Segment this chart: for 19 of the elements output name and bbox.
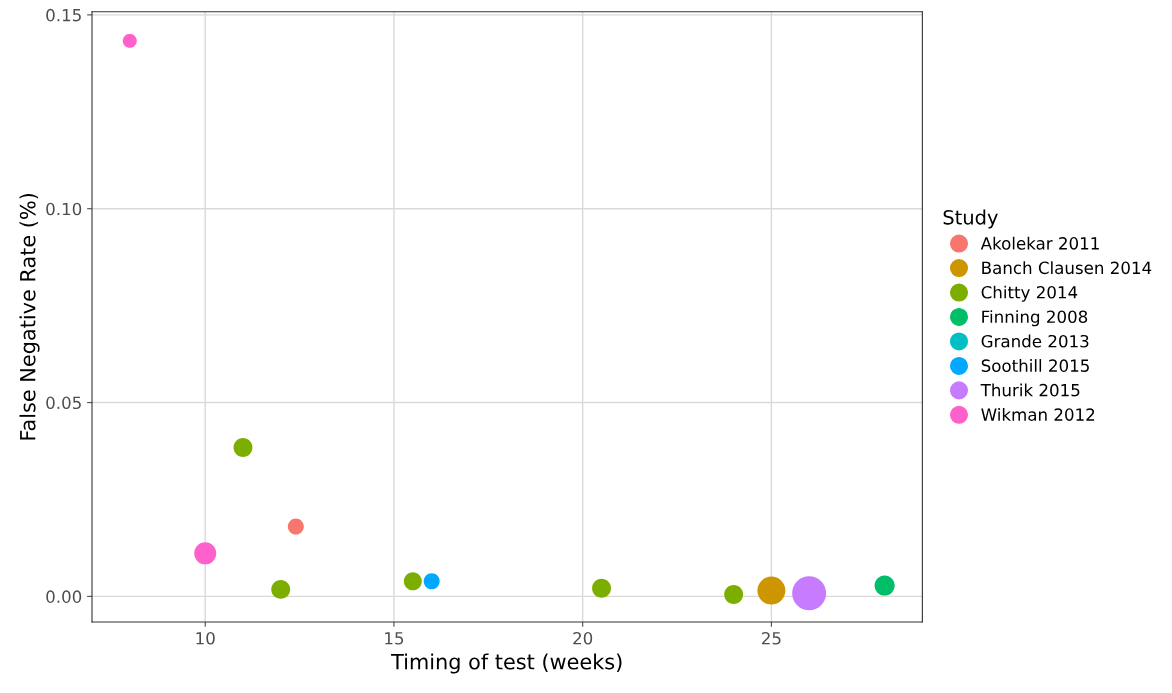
legend-label: Soothill 2015 xyxy=(981,359,1089,372)
legend-label: Banch Clausen 2014 xyxy=(982,261,1152,275)
x-tick-label: 15 xyxy=(385,632,404,645)
y-tick-label: 0.00 xyxy=(46,590,82,603)
legend-label: Thurik 2015 xyxy=(980,383,1080,397)
legend-label: Finning 2008 xyxy=(982,310,1088,327)
legend-label: Wikman 2012 xyxy=(981,408,1095,421)
x-tick-label: 10 xyxy=(196,631,215,645)
legend-title: Study xyxy=(943,209,998,229)
x-tick-label: 25 xyxy=(762,631,781,645)
x-tick-label: 20 xyxy=(573,631,593,645)
y-tick-label: 0.05 xyxy=(46,396,81,410)
y-tick-label: 0.15 xyxy=(46,8,81,22)
x-axis-title: Timing of test (weeks) xyxy=(391,653,622,674)
legend-label: Chitty 2014 xyxy=(981,285,1078,302)
legend-label: Grande 2013 xyxy=(981,334,1089,348)
legend-label: Akolekar 2011 xyxy=(980,236,1099,250)
y-tick-label: 0.10 xyxy=(46,202,82,216)
y-axis-title: False Negative Rate (%) xyxy=(19,193,40,440)
